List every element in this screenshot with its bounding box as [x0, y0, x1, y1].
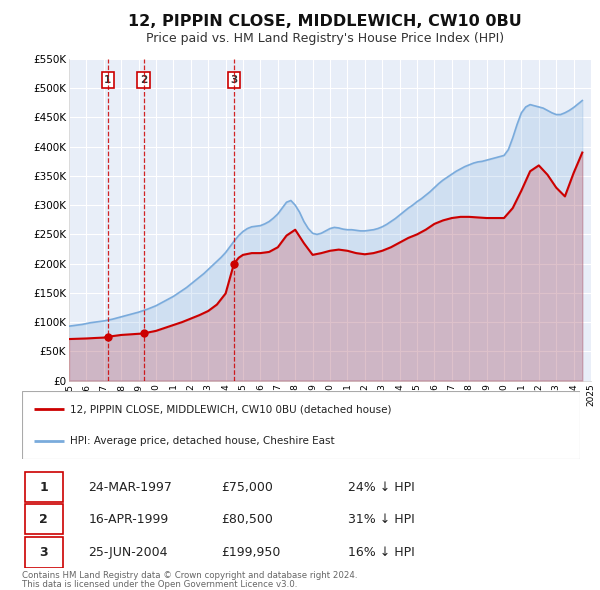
Text: 16% ↓ HPI: 16% ↓ HPI	[347, 546, 415, 559]
Text: 3: 3	[230, 75, 238, 85]
Text: 12, PIPPIN CLOSE, MIDDLEWICH, CW10 0BU (detached house): 12, PIPPIN CLOSE, MIDDLEWICH, CW10 0BU (…	[70, 405, 391, 415]
Bar	[25, 537, 62, 568]
Text: 24% ↓ HPI: 24% ↓ HPI	[347, 481, 415, 494]
Text: 16-APR-1999: 16-APR-1999	[88, 513, 169, 526]
Text: £75,000: £75,000	[221, 481, 273, 494]
Text: £80,500: £80,500	[221, 513, 273, 526]
Text: 1: 1	[40, 481, 48, 494]
Text: HPI: Average price, detached house, Cheshire East: HPI: Average price, detached house, Ches…	[70, 435, 334, 445]
Text: 24-MAR-1997: 24-MAR-1997	[88, 481, 172, 494]
Text: £199,950: £199,950	[221, 546, 280, 559]
Text: 25-JUN-2004: 25-JUN-2004	[88, 546, 168, 559]
Text: Contains HM Land Registry data © Crown copyright and database right 2024.: Contains HM Land Registry data © Crown c…	[22, 571, 358, 580]
Bar	[25, 504, 62, 535]
Text: 2: 2	[40, 513, 48, 526]
Text: 2: 2	[140, 75, 147, 85]
Text: Price paid vs. HM Land Registry's House Price Index (HPI): Price paid vs. HM Land Registry's House …	[146, 32, 504, 45]
Text: This data is licensed under the Open Government Licence v3.0.: This data is licensed under the Open Gov…	[22, 579, 298, 589]
Bar	[25, 472, 62, 502]
Text: 1: 1	[104, 75, 112, 85]
Text: 12, PIPPIN CLOSE, MIDDLEWICH, CW10 0BU: 12, PIPPIN CLOSE, MIDDLEWICH, CW10 0BU	[128, 14, 522, 30]
Text: 31% ↓ HPI: 31% ↓ HPI	[347, 513, 415, 526]
Text: 3: 3	[40, 546, 48, 559]
